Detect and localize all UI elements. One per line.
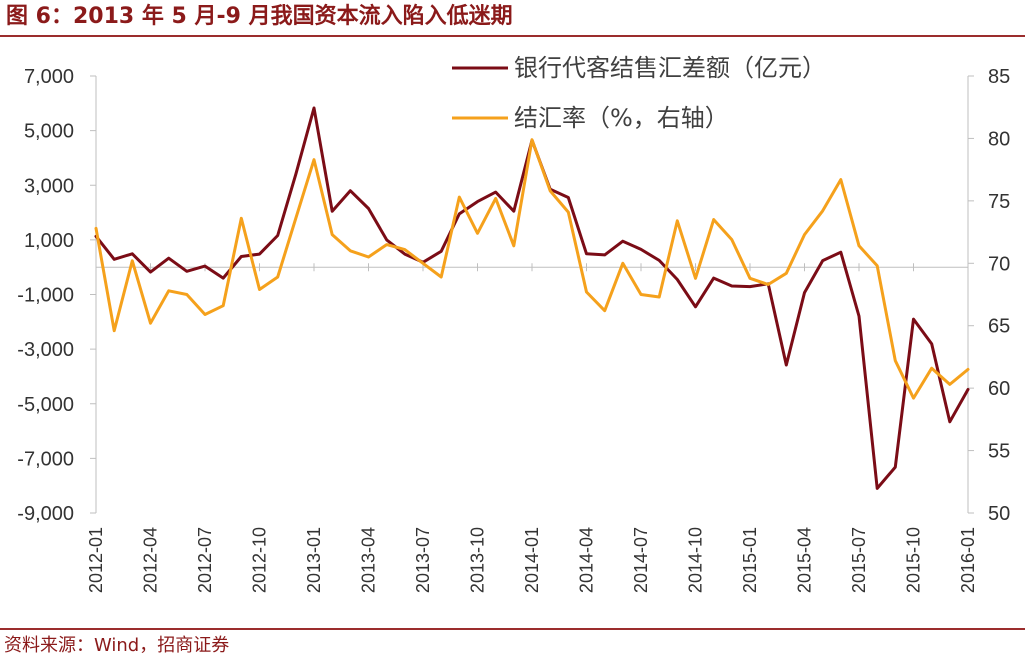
source-note: 资料来源：Wind，招商证券 <box>4 635 230 656</box>
series-lines <box>94 106 970 490</box>
tick-labels: 7,000 5,000 3,000 1,000 -1,000 -3,000 -5,000 -7… <box>17 66 1010 593</box>
x-tick-label: 2014-01 <box>522 527 542 593</box>
x-tick-label: 2012-01 <box>86 527 106 593</box>
left-tick-label: -3,000 <box>17 339 74 361</box>
x-tick-label: 2015-04 <box>795 527 815 593</box>
left-tick-label: 5,000 <box>24 121 74 143</box>
x-tick-label: 2016-01 <box>958 527 978 593</box>
axes <box>90 75 974 514</box>
x-tick-label: 2015-10 <box>904 527 924 593</box>
x-tick-label: 2014-10 <box>686 527 706 593</box>
x-tick-label: 2014-07 <box>631 527 651 593</box>
legend-label-ratio: 结汇率（%，右轴） <box>514 104 729 132</box>
right-tick-label: 80 <box>988 128 1010 150</box>
x-tick-label: 2012-04 <box>141 527 161 593</box>
series-line-ratio <box>94 138 970 400</box>
chart-title: 图 6：2013 年 5 月-9 月我国资本流入陷入低迷期 <box>6 4 513 29</box>
right-tick-label: 75 <box>988 191 1010 213</box>
x-tick-label: 2014-04 <box>577 527 597 593</box>
x-tick-label: 2013-10 <box>468 527 488 593</box>
right-tick-label: 50 <box>988 503 1010 525</box>
left-tick-label: 3,000 <box>24 175 74 197</box>
title-rule <box>0 35 1025 37</box>
legend: 银行代客结售汇差额（亿元） 结汇率（%，右轴） <box>452 54 826 132</box>
right-tick-label: 70 <box>988 253 1010 275</box>
left-tick-label: -1,000 <box>17 285 74 307</box>
x-tick-label: 2013-01 <box>304 527 324 593</box>
left-tick-label: -9,000 <box>17 503 74 525</box>
left-tick-label: -5,000 <box>17 394 74 416</box>
x-tick-label: 2013-04 <box>359 527 379 593</box>
right-tick-label: 60 <box>988 378 1010 400</box>
x-tick-label: 2012-10 <box>250 527 270 593</box>
left-tick-label: 7,000 <box>24 66 74 88</box>
x-tick-label: 2015-01 <box>740 527 760 593</box>
x-tick-label: 2012-07 <box>195 527 215 593</box>
legend-label-balance: 银行代客结售汇差额（亿元） <box>514 54 826 82</box>
x-tick-label: 2015-07 <box>849 527 869 593</box>
right-tick-label: 65 <box>988 316 1010 338</box>
right-tick-label: 85 <box>988 66 1010 88</box>
right-tick-label: 55 <box>988 441 1010 463</box>
x-tick-label: 2013-07 <box>413 527 433 593</box>
series-line-balance <box>94 106 970 490</box>
left-tick-label: -7,000 <box>17 448 74 470</box>
left-tick-label: 1,000 <box>24 230 74 252</box>
footer-rule <box>0 628 1025 630</box>
